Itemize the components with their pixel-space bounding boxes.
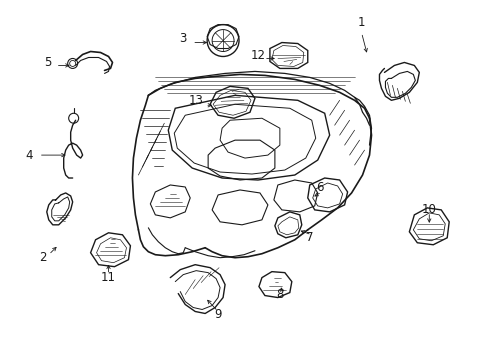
Text: 7: 7 — [305, 231, 313, 244]
Text: 5: 5 — [44, 56, 51, 69]
Text: 1: 1 — [357, 16, 365, 29]
Text: 4: 4 — [25, 149, 33, 162]
Text: 2: 2 — [39, 251, 46, 264]
Text: 6: 6 — [315, 181, 323, 194]
Text: 9: 9 — [214, 308, 222, 321]
Text: 12: 12 — [250, 49, 265, 62]
Text: 11: 11 — [101, 271, 116, 284]
Text: 10: 10 — [421, 203, 436, 216]
Text: 3: 3 — [179, 32, 186, 45]
Text: 8: 8 — [276, 288, 283, 301]
Text: 13: 13 — [188, 94, 203, 107]
